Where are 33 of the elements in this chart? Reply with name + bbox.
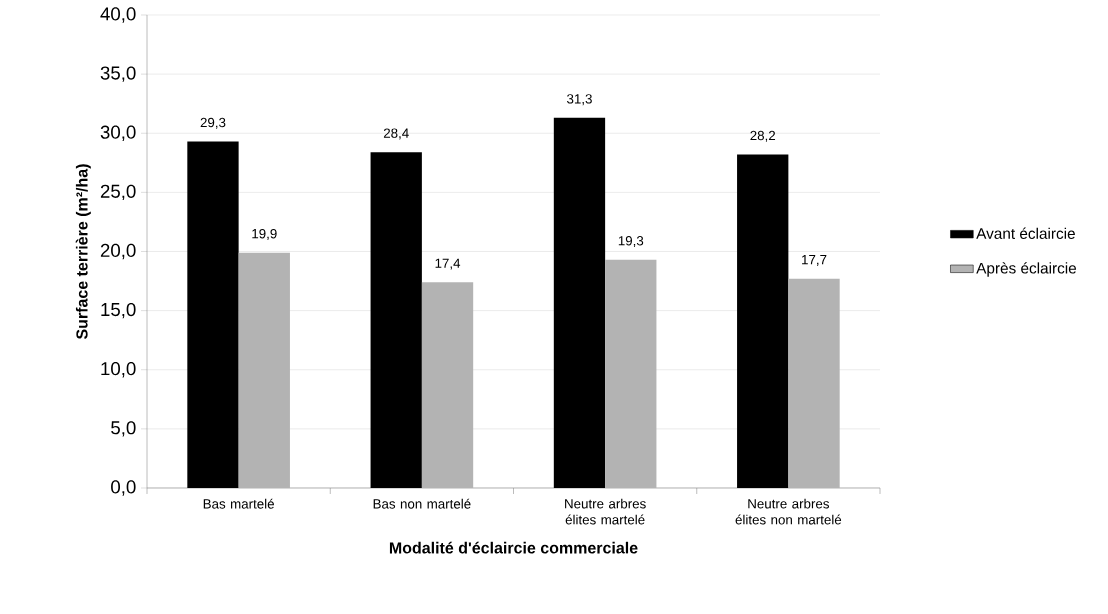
data-label: 19,9 <box>252 228 277 240</box>
x-tick-label: Bas non martelé <box>373 498 471 509</box>
bar <box>370 152 422 488</box>
x-tick-label: Bas martelé <box>203 498 274 509</box>
y-tick-label: 0,0 <box>111 480 136 496</box>
data-label: 29,3 <box>200 117 226 129</box>
legend-label: Avant éclaircie <box>976 227 1075 239</box>
y-tick-label: 30,0 <box>100 125 136 141</box>
bar <box>737 154 789 488</box>
y-tick-label: 5,0 <box>111 421 136 437</box>
legend-label: Après éclaircie <box>976 262 1077 277</box>
data-label: 28,4 <box>383 128 409 140</box>
y-axis-title: Surface terrière (m²/ha) <box>75 164 91 340</box>
bar <box>238 252 290 488</box>
bar <box>553 117 606 488</box>
y-tick-label: 35,0 <box>100 66 136 82</box>
y-tick-label: 10,0 <box>101 362 136 378</box>
bar <box>187 141 239 488</box>
bar <box>421 282 474 488</box>
data-label: 19,3 <box>618 236 644 248</box>
y-tick-label: 40,0 <box>100 7 136 23</box>
data-label: 17,4 <box>435 258 461 270</box>
data-label: 28,2 <box>750 130 776 142</box>
bar <box>788 278 840 488</box>
y-tick-label: 25,0 <box>100 184 136 201</box>
bar <box>605 259 657 488</box>
x-tick-label: Neutre arbres élites non martelé <box>735 498 842 525</box>
x-axis-title: Modalité d'éclaircie commerciale <box>389 541 638 554</box>
data-label: 31,3 <box>567 94 592 106</box>
x-tick-label: Neutre arbres élites martelé <box>565 498 646 525</box>
y-tick-label: 15,0 <box>101 302 136 319</box>
y-tick-label: 20,0 <box>100 243 136 260</box>
data-label: 17,7 <box>802 255 827 266</box>
